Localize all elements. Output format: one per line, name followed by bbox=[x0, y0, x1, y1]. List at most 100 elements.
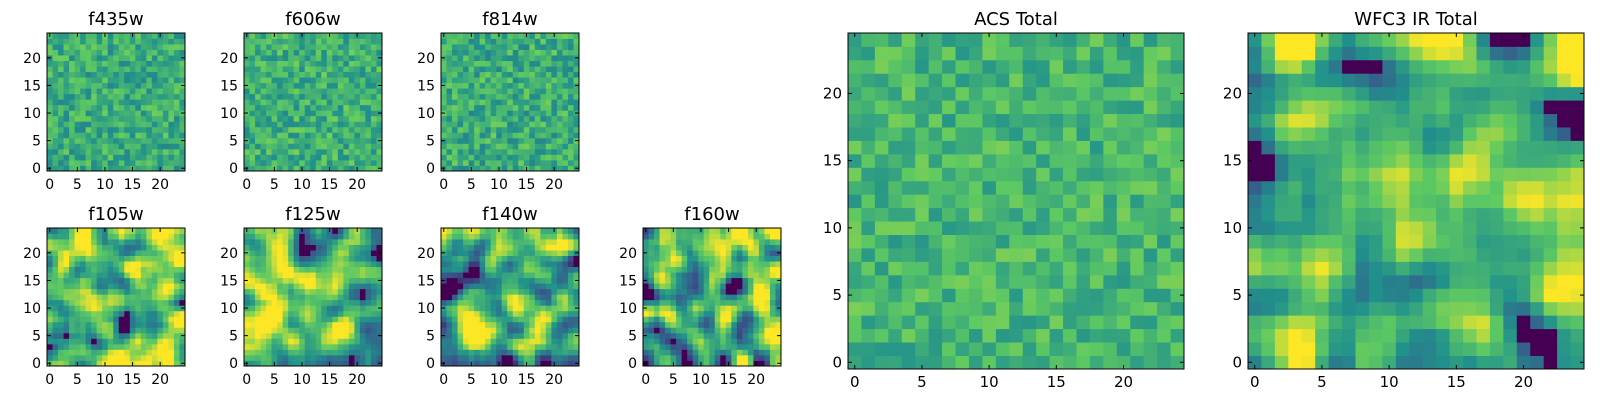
heatmap-cell bbox=[63, 104, 70, 111]
heatmap-cell bbox=[58, 343, 64, 350]
heatmap-cell bbox=[775, 261, 782, 268]
heatmap-cell bbox=[518, 115, 525, 122]
heatmap-cell bbox=[310, 93, 317, 100]
heatmap-cell bbox=[769, 283, 776, 290]
heatmap-cell bbox=[529, 99, 536, 106]
heatmap-cell bbox=[556, 115, 563, 122]
heatmap-cell bbox=[501, 349, 508, 356]
heatmap-cell bbox=[85, 310, 92, 317]
heatmap-cell bbox=[74, 272, 81, 279]
heatmap-cell bbox=[643, 244, 649, 251]
heatmap-cell bbox=[118, 244, 125, 251]
heatmap-cell bbox=[753, 244, 760, 251]
heatmap-cell bbox=[326, 332, 333, 339]
heatmap-cell bbox=[129, 99, 136, 106]
heatmap-cell bbox=[709, 239, 716, 245]
heatmap-cell bbox=[512, 277, 519, 284]
heatmap-cell bbox=[91, 349, 98, 356]
heatmap-cell bbox=[244, 288, 250, 295]
heatmap-cell bbox=[441, 239, 447, 245]
heatmap-cell bbox=[496, 343, 503, 350]
heatmap-cell bbox=[52, 316, 59, 323]
heatmap-cell bbox=[332, 360, 339, 367]
heatmap-cell bbox=[162, 110, 169, 117]
heatmap-cell bbox=[91, 110, 98, 117]
heatmap-cell bbox=[370, 55, 377, 61]
heatmap-cell bbox=[359, 332, 366, 339]
heatmap-cell bbox=[529, 310, 536, 317]
heatmap-cell bbox=[74, 82, 81, 89]
heatmap-cell bbox=[463, 299, 469, 306]
heatmap-cell bbox=[928, 274, 943, 289]
heatmap-cell bbox=[485, 60, 492, 67]
heatmap-cell bbox=[113, 310, 120, 317]
heatmap-cell bbox=[507, 233, 514, 240]
heatmap-cell bbox=[567, 283, 574, 290]
heatmap-cell bbox=[562, 71, 569, 78]
heatmap-cell bbox=[326, 121, 333, 128]
heatmap-cell bbox=[365, 228, 372, 234]
heatmap-cell bbox=[562, 154, 569, 161]
heatmap-cell bbox=[113, 110, 120, 117]
heatmap-cell bbox=[648, 354, 655, 361]
y-tick-label: 15 bbox=[220, 273, 238, 289]
heatmap-cell bbox=[124, 327, 131, 334]
heatmap-cell bbox=[315, 82, 322, 89]
heatmap-cell bbox=[479, 93, 486, 100]
heatmap-cell bbox=[518, 165, 525, 172]
heatmap-cell bbox=[299, 154, 306, 161]
heatmap-cell bbox=[1103, 288, 1118, 303]
heatmap-cell bbox=[69, 99, 75, 106]
heatmap-cell bbox=[874, 315, 889, 330]
heatmap-cell bbox=[107, 93, 114, 100]
heatmap-cell bbox=[118, 33, 125, 39]
heatmap-cell bbox=[446, 228, 453, 234]
heatmap-cell bbox=[118, 148, 125, 155]
heatmap-cell bbox=[714, 343, 721, 350]
heatmap-cell bbox=[562, 33, 569, 39]
heatmap-cell bbox=[523, 244, 530, 251]
heatmap-cell bbox=[266, 310, 272, 317]
heatmap-cell bbox=[304, 99, 311, 106]
heatmap-cell bbox=[1103, 207, 1118, 222]
heatmap-cell bbox=[901, 180, 916, 195]
heatmap-cell bbox=[332, 121, 339, 128]
heatmap-cell bbox=[1036, 207, 1050, 222]
heatmap-cell bbox=[157, 44, 164, 50]
heatmap-cell bbox=[736, 277, 743, 284]
heatmap-cell bbox=[573, 38, 580, 45]
heatmap-cell bbox=[260, 104, 267, 111]
heatmap-cell bbox=[162, 77, 169, 84]
heatmap-cell bbox=[310, 55, 317, 61]
heatmap-cell bbox=[573, 338, 580, 345]
heatmap-cell bbox=[179, 38, 186, 45]
heatmap-cell bbox=[529, 321, 536, 328]
heatmap-cell bbox=[173, 354, 180, 361]
heatmap-cell bbox=[474, 99, 481, 106]
heatmap-cell bbox=[573, 148, 580, 155]
heatmap-cell bbox=[441, 261, 447, 268]
heatmap-cell bbox=[343, 272, 350, 279]
heatmap-cell bbox=[282, 305, 289, 312]
heatmap-cell bbox=[512, 288, 519, 295]
heatmap-cell bbox=[731, 283, 738, 290]
heatmap-cell bbox=[343, 104, 350, 111]
heatmap-cell bbox=[168, 239, 175, 245]
heatmap-cell bbox=[490, 126, 497, 133]
heatmap-cell bbox=[244, 93, 250, 100]
heatmap-cell bbox=[173, 250, 180, 256]
heatmap-cell bbox=[501, 77, 508, 84]
heatmap-cell bbox=[91, 44, 98, 50]
heatmap-cell bbox=[982, 342, 997, 356]
heatmap-cell bbox=[52, 332, 59, 339]
heatmap-cell bbox=[955, 248, 970, 262]
heatmap-cell bbox=[52, 148, 59, 155]
heatmap-cell bbox=[556, 349, 563, 356]
heatmap-cell bbox=[118, 110, 125, 117]
heatmap-cell bbox=[665, 316, 671, 323]
heatmap-cell bbox=[670, 255, 677, 262]
heatmap-cell bbox=[452, 71, 458, 78]
heatmap-cell bbox=[255, 126, 261, 133]
heatmap-cell bbox=[928, 194, 943, 209]
heatmap-cell bbox=[260, 137, 267, 144]
